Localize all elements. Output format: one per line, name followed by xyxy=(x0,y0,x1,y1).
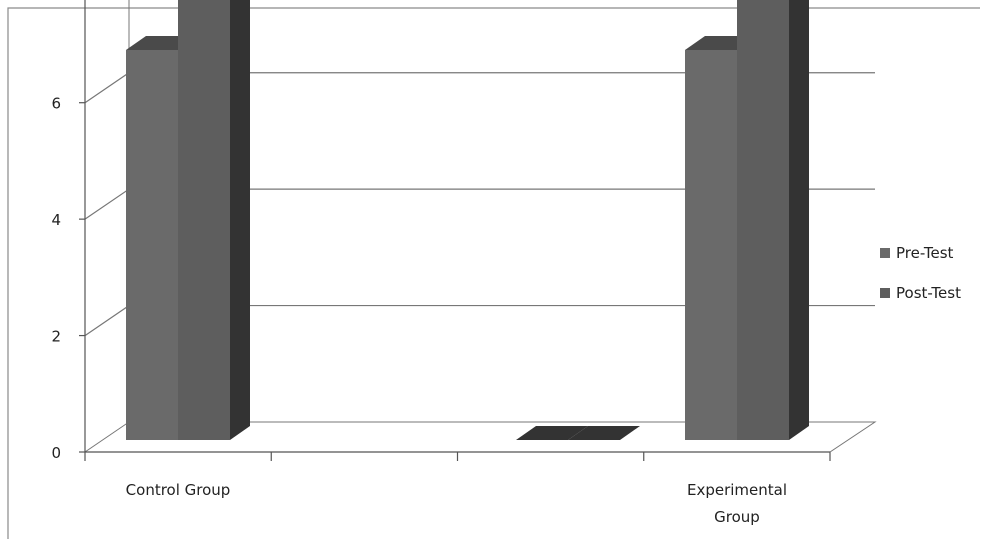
bar-front-face xyxy=(126,49,178,440)
x-tick-label: Experimental xyxy=(687,481,787,499)
legend-swatch xyxy=(880,288,890,298)
y-tick-label: 2 xyxy=(51,328,61,346)
x-tick-label: Group xyxy=(714,508,760,526)
bar-top-face xyxy=(516,426,588,440)
bar-side-face xyxy=(789,0,809,440)
bar xyxy=(568,426,640,440)
bar-front-face xyxy=(737,0,789,440)
legend-label: Pre-Test xyxy=(896,244,954,262)
legend-swatch xyxy=(880,248,890,258)
bar xyxy=(178,0,250,441)
bar xyxy=(516,426,588,440)
bar-front-face xyxy=(178,0,230,441)
bar-front-face xyxy=(685,49,737,440)
y-tick-label: 6 xyxy=(51,95,61,113)
y-tick-label: 0 xyxy=(51,444,61,462)
legend-label: Post-Test xyxy=(896,284,961,302)
bar-side-face xyxy=(230,0,250,440)
chart-border xyxy=(7,7,980,539)
x-tick-label: Control Group xyxy=(126,481,231,499)
bar-top-face xyxy=(568,426,640,440)
y-tick-label: 4 xyxy=(51,211,61,229)
bar xyxy=(737,0,809,440)
